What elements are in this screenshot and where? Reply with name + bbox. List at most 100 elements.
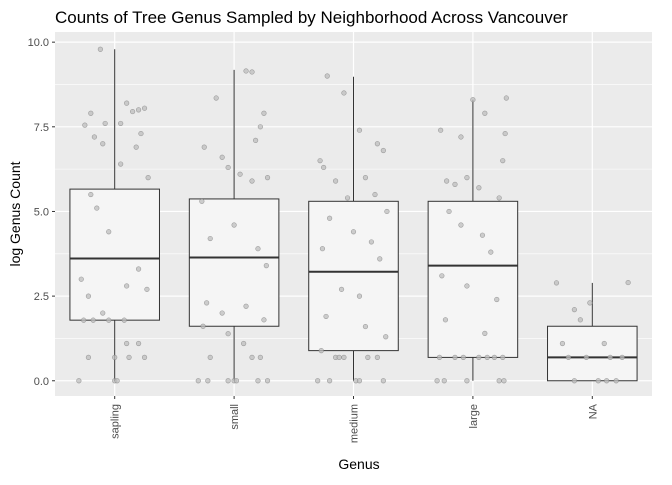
data-point — [225, 331, 231, 337]
data-point — [327, 378, 333, 384]
data-point — [249, 69, 255, 75]
data-point — [126, 354, 132, 360]
data-point — [135, 340, 142, 347]
data-point — [118, 161, 124, 167]
data-point — [324, 73, 330, 79]
x-tick-label: NA — [587, 403, 599, 419]
data-point — [243, 303, 249, 309]
data-point — [384, 208, 390, 215]
data-point — [252, 137, 259, 143]
data-point — [601, 340, 607, 347]
data-point — [577, 317, 583, 323]
data-point — [571, 378, 577, 384]
x-tick-label: small — [229, 404, 241, 430]
data-point — [323, 313, 329, 320]
data-point — [91, 134, 98, 140]
data-point — [141, 354, 148, 360]
data-point — [494, 296, 500, 303]
box-iqr — [427, 200, 519, 358]
data-point — [452, 354, 458, 360]
data-point — [380, 147, 386, 154]
data-point — [619, 354, 625, 360]
data-point — [501, 378, 507, 384]
data-point — [604, 378, 610, 384]
data-point — [219, 154, 225, 160]
data-point — [219, 310, 225, 316]
data-point — [464, 378, 470, 384]
data-point — [374, 141, 380, 147]
jitter-points — [76, 46, 631, 384]
data-point — [319, 246, 326, 252]
chart-title: Counts of Tree Genus Sampled by Neighbor… — [55, 8, 568, 27]
data-point — [114, 378, 120, 384]
data-point — [496, 195, 502, 201]
data-point — [233, 378, 240, 384]
data-point — [476, 354, 482, 360]
box-iqr — [547, 325, 638, 382]
data-point — [100, 141, 106, 147]
data-point — [372, 191, 378, 198]
data-point — [341, 354, 347, 360]
data-point — [124, 100, 130, 106]
data-point — [81, 317, 87, 323]
data-point — [482, 330, 488, 336]
data-point — [255, 246, 261, 252]
data-point — [78, 276, 84, 282]
data-point — [565, 354, 572, 360]
y-axis-label: log Genus Count — [7, 161, 23, 266]
data-point — [213, 95, 219, 101]
data-point — [112, 354, 118, 360]
data-point — [144, 286, 150, 292]
data-point — [145, 175, 151, 181]
x-axis-label: Genus — [338, 456, 379, 472]
data-point — [491, 354, 497, 360]
data-point — [106, 317, 112, 323]
data-point — [502, 130, 508, 137]
data-point — [257, 354, 263, 360]
data-point — [82, 122, 88, 128]
data-point — [261, 317, 267, 323]
data-point — [458, 134, 464, 140]
data-point — [97, 46, 103, 52]
data-point — [207, 354, 213, 360]
x-tick-label: sapling — [110, 404, 122, 439]
x-axis: sapling small medium large NA — [110, 396, 599, 443]
data-point — [460, 354, 466, 360]
data-point — [503, 95, 509, 101]
data-point — [464, 283, 470, 289]
data-point — [88, 191, 94, 198]
y-tick-label: 7.5 — [34, 122, 49, 134]
data-point — [553, 280, 560, 286]
data-point — [106, 229, 112, 235]
data-point — [88, 110, 94, 116]
data-point — [374, 354, 380, 360]
data-point — [380, 378, 386, 384]
data-point — [356, 378, 363, 384]
y-tick-label: 10.0 — [28, 37, 49, 49]
data-point — [102, 120, 108, 127]
data-point — [133, 144, 139, 150]
data-point — [231, 222, 237, 228]
data-point — [365, 354, 371, 360]
data-point — [225, 164, 231, 171]
data-point — [332, 178, 339, 184]
data-point — [383, 334, 389, 340]
box-small — [188, 69, 280, 381]
data-point — [204, 300, 210, 306]
data-point — [264, 175, 271, 181]
data-point — [135, 266, 142, 272]
y-axis: 0.0 2.5 5.0 7.5 10.0 — [28, 37, 55, 388]
y-tick-label: 2.5 — [34, 291, 49, 303]
data-point — [344, 195, 351, 201]
data-point — [496, 378, 502, 384]
data-point — [362, 175, 369, 181]
data-point — [130, 108, 136, 115]
data-point — [488, 249, 494, 255]
data-point — [350, 229, 357, 235]
x-tick-label: large — [468, 404, 480, 428]
data-point — [438, 127, 444, 133]
data-point — [261, 110, 267, 116]
data-point — [336, 354, 342, 360]
